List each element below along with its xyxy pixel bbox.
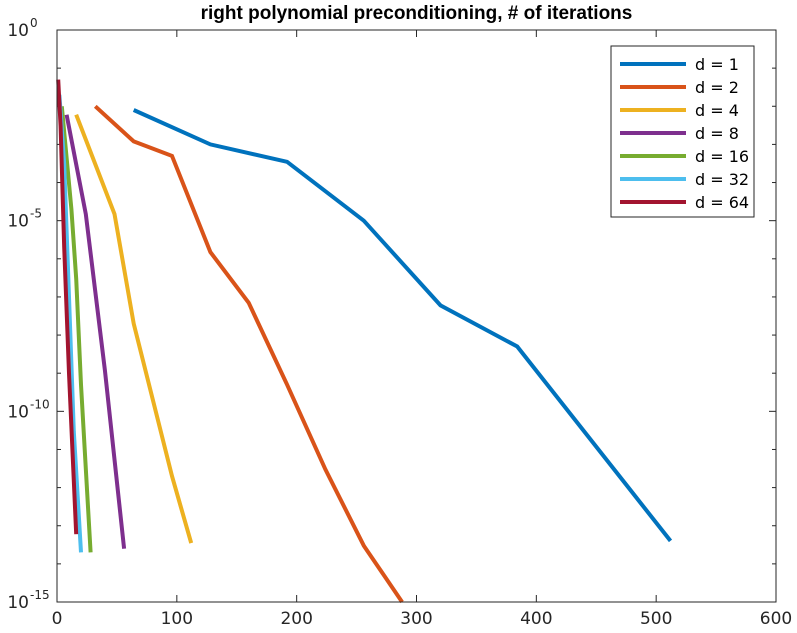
x-tick-label: 0 <box>52 609 63 629</box>
x-tick-label: 500 <box>640 609 672 629</box>
legend-label: d = 2 <box>695 78 739 97</box>
x-tick-label: 400 <box>520 609 552 629</box>
legend-label: d = 4 <box>695 101 739 120</box>
legend-label: d = 32 <box>695 170 749 189</box>
series-line-d16 <box>59 106 93 553</box>
series-line-d64 <box>56 79 79 535</box>
legend-label: d = 8 <box>695 124 739 143</box>
series-layer <box>56 79 673 604</box>
legend-label: d = 16 <box>695 147 749 166</box>
series-line-d4 <box>74 113 194 544</box>
chart-title: right polynomial preconditioning, # of i… <box>201 3 633 24</box>
legend-label: d = 64 <box>695 193 749 212</box>
y-tick-label: 10 <box>7 21 29 41</box>
y-tick-label: 10 <box>7 212 29 232</box>
y-tick-exponent: -5 <box>30 207 42 221</box>
x-tick-labels: 0 100 200 300 400 500 600 <box>52 609 793 629</box>
y-tick-label: 10 <box>7 402 29 422</box>
series-line-d1 <box>132 108 673 543</box>
x-tick-label: 100 <box>161 609 193 629</box>
series-line-d2 <box>93 104 404 604</box>
x-tick-label: 300 <box>400 609 432 629</box>
y-tick-exponent: -10 <box>30 397 50 411</box>
y-tick-exponent: -15 <box>30 588 50 602</box>
plot-area-frame <box>56 29 777 603</box>
legend-label: d = 1 <box>695 55 739 74</box>
series-line-d8 <box>64 114 127 549</box>
y-tick-exponent: 0 <box>30 16 38 30</box>
legend: d = 1 d = 2 d = 4 d = 8 d = 16 d = 32 d = 64 <box>610 45 755 218</box>
y-tick-label: 10 <box>7 593 29 613</box>
x-tick-label: 200 <box>280 609 312 629</box>
x-tick-label: 600 <box>760 609 792 629</box>
